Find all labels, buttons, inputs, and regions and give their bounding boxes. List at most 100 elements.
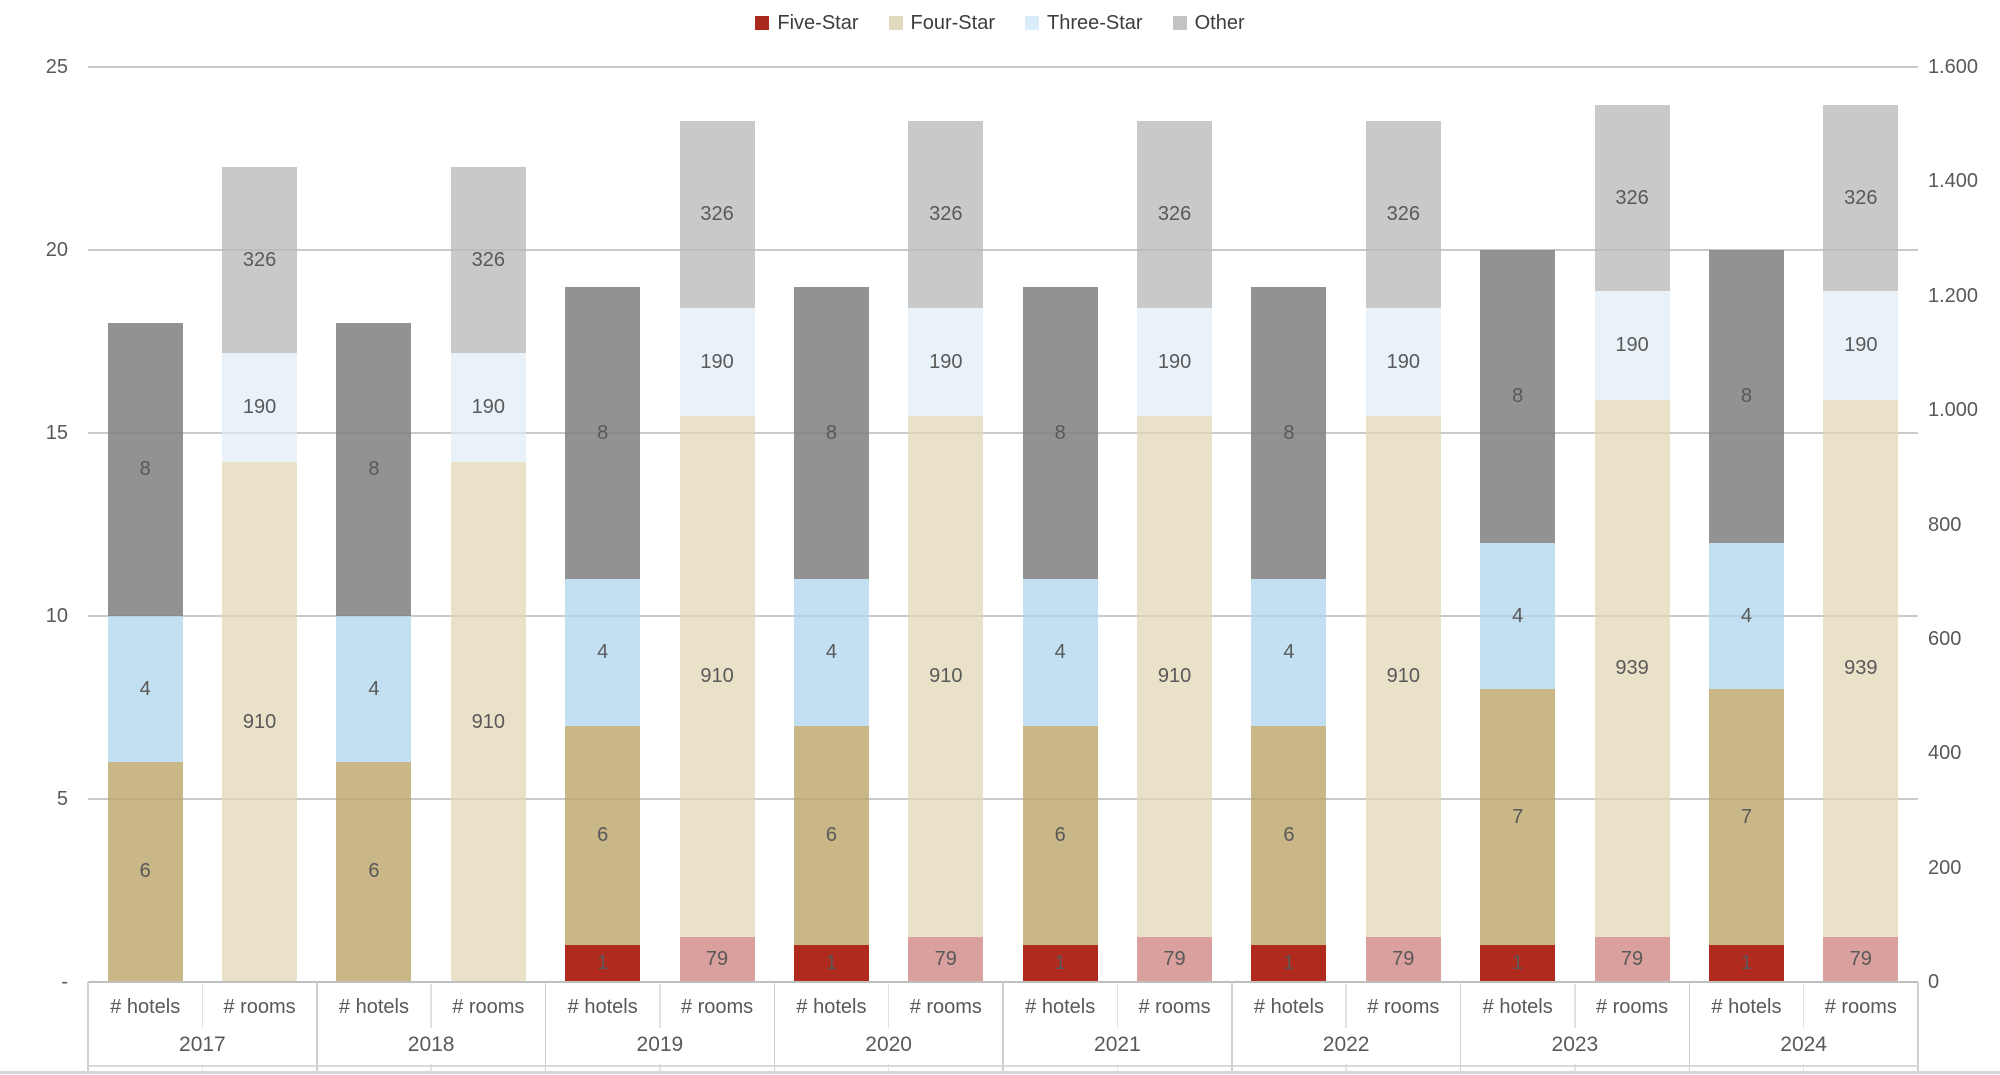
bar-segment-rooms-other xyxy=(1365,121,1441,308)
right-axis-tick-label: 1.200 xyxy=(1928,284,1979,307)
bar-value-label: 4 xyxy=(825,641,837,664)
x-axis-category-label: # rooms xyxy=(1824,996,1897,1018)
legend-swatch-four-star-icon xyxy=(888,16,903,30)
axis-table-cell-border-stub xyxy=(659,1064,661,1073)
right-axis-tick-label: 1.000 xyxy=(1928,399,1979,422)
gridline xyxy=(88,249,1918,251)
axis-table-group-border xyxy=(1688,982,1690,1073)
bar-segment-hotels-four-star xyxy=(565,725,641,946)
bar-value-label: 326 xyxy=(1386,203,1420,226)
bar-segment-hotels-three-star xyxy=(107,616,183,763)
bar-value-label: 190 xyxy=(1386,350,1420,373)
axis-table-cell-border-stub xyxy=(1116,1064,1119,1073)
left-axis-tick-label: - xyxy=(61,971,68,993)
bar-segment-rooms-five-star xyxy=(1823,936,1899,982)
bar-value-label: 6 xyxy=(139,860,151,883)
bar-segment-hotels-other xyxy=(336,323,412,616)
bar-segment-hotels-other xyxy=(1251,286,1327,580)
x-axis-year-label: 2023 xyxy=(1551,1033,1599,1056)
x-axis-year-label: 2024 xyxy=(1780,1033,1827,1056)
bar-value-label: 4 xyxy=(1740,604,1752,627)
x-axis-category-label: # rooms xyxy=(680,996,754,1018)
right-axis-tick-label: 1.400 xyxy=(1928,170,1979,193)
left-axis-tick-label: 15 xyxy=(45,422,68,444)
right-axis-tick-label: 400 xyxy=(1928,742,1962,765)
bar-segment-rooms-three-star xyxy=(1137,307,1212,417)
bar-segment-hotels-three-star xyxy=(793,579,869,726)
gridline-overlay xyxy=(88,798,1918,800)
bar-value-label: 79 xyxy=(1392,947,1415,970)
bar-segment-rooms-four-star xyxy=(908,416,984,937)
legend-label-other: Other xyxy=(1194,11,1245,34)
axis-table-group-border xyxy=(87,982,89,1073)
bar-value-label: 1 xyxy=(1512,952,1524,975)
bar-segment-hotels-four-star xyxy=(107,762,183,982)
right-axis-tick-label: 800 xyxy=(1928,513,1962,536)
axis-table-group-border xyxy=(1459,982,1462,1073)
bar-segment-hotels-three-star xyxy=(1708,542,1784,690)
bar-value-label: 910 xyxy=(700,665,734,688)
bar-segment-hotels-three-star xyxy=(1022,579,1098,726)
bar-value-label: 190 xyxy=(1615,334,1649,357)
gridline xyxy=(88,66,1918,68)
axis-table-cell-border xyxy=(659,984,661,1028)
bar-value-label: 910 xyxy=(1157,665,1192,688)
bar-value-label: 79 xyxy=(1849,947,1872,970)
bar-segment-hotels-three-star xyxy=(565,579,641,726)
gridline xyxy=(88,432,1918,434)
bar-segment-hotels-five-star xyxy=(565,945,641,982)
bar-value-label: 6 xyxy=(825,823,837,846)
bar-value-label: 190 xyxy=(1157,350,1192,373)
legend-swatch-three-star-icon xyxy=(1024,16,1039,30)
bar-value-label: 190 xyxy=(242,395,277,418)
bar-segment-rooms-other xyxy=(1137,121,1212,308)
bar-segment-rooms-five-star xyxy=(1594,936,1670,982)
bar-value-label: 190 xyxy=(1844,334,1878,357)
right-axis-tick-label: 0 xyxy=(1928,971,1940,993)
x-axis-year-label: 2021 xyxy=(1094,1033,1141,1056)
bar-value-label: 4 xyxy=(139,678,151,700)
bar-segment-rooms-five-star xyxy=(908,936,984,982)
x-axis-year-label: 2019 xyxy=(636,1033,684,1056)
x-axis-category-label: # rooms xyxy=(909,996,982,1018)
bar-segment-hotels-three-star xyxy=(336,616,412,763)
bar-value-label: 79 xyxy=(705,947,729,970)
bar-value-label: 190 xyxy=(929,350,963,373)
left-axis-tick-label: 20 xyxy=(45,239,68,261)
x-axis-category-label: # rooms xyxy=(1138,996,1211,1018)
bar-value-label: 8 xyxy=(1054,421,1066,444)
bar-value-label: 1 xyxy=(1740,952,1752,975)
bar-segment-rooms-three-star xyxy=(222,352,297,462)
x-axis-year-label: 2022 xyxy=(1322,1033,1370,1056)
bar-value-label: 326 xyxy=(471,248,505,271)
right-axis-tick-label: 1.600 xyxy=(1928,56,1979,78)
bar-value-label: 910 xyxy=(929,665,963,688)
bar-segment-rooms-three-star xyxy=(908,307,984,417)
legend-label-three-star: Three-Star xyxy=(1046,11,1143,34)
x-axis-category-label: # rooms xyxy=(452,996,525,1018)
gridline-overlay xyxy=(88,615,1918,617)
legend-item-other: Other xyxy=(1172,11,1245,35)
bar-value-label: 7 xyxy=(1740,806,1752,829)
axis-table-group-border xyxy=(1917,982,1919,1073)
bar-value-label: 1 xyxy=(597,952,609,975)
bar-segment-hotels-five-star xyxy=(793,945,869,982)
bar-segment-hotels-five-star xyxy=(1251,945,1327,982)
right-axis-tick-label: 200 xyxy=(1928,856,1962,879)
bar-segment-hotels-other xyxy=(565,286,641,580)
bar-value-label: 190 xyxy=(471,395,505,418)
bar-segment-hotels-other xyxy=(1480,250,1556,543)
bar-segment-rooms-other xyxy=(679,121,755,308)
right-axis-tick-label: 600 xyxy=(1928,627,1962,650)
bar-segment-hotels-other xyxy=(1708,250,1784,543)
bar-value-label: 939 xyxy=(1615,656,1649,679)
bar-value-label: 8 xyxy=(597,421,609,444)
legend-item-five-star: Five-Star xyxy=(755,12,859,35)
bar-segment-hotels-other xyxy=(1022,286,1098,580)
x-axis-year-label: 2020 xyxy=(865,1033,912,1056)
bar-segment-hotels-five-star xyxy=(1480,945,1556,982)
bar-value-label: 4 xyxy=(1512,604,1524,627)
axis-table-cell-border xyxy=(1574,984,1576,1028)
gridline xyxy=(88,798,1918,800)
